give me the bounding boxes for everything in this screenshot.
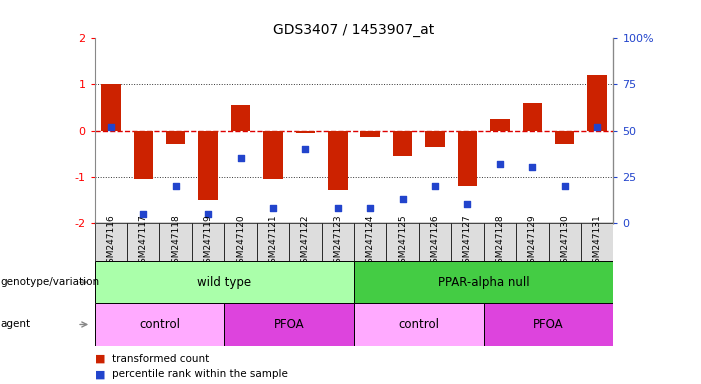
- Bar: [418, 223, 451, 261]
- Bar: [587, 75, 607, 131]
- Bar: [224, 223, 257, 261]
- Text: agent: agent: [1, 319, 31, 329]
- Bar: [322, 223, 354, 261]
- Point: [203, 210, 214, 217]
- Bar: [328, 131, 348, 190]
- Bar: [296, 131, 315, 133]
- Bar: [127, 223, 160, 261]
- Bar: [458, 131, 477, 186]
- Bar: [581, 223, 613, 261]
- Bar: [516, 223, 549, 261]
- Bar: [134, 131, 153, 179]
- Text: genotype/variation: genotype/variation: [1, 277, 100, 287]
- Bar: [386, 223, 418, 261]
- Text: GSM247117: GSM247117: [139, 215, 148, 269]
- Text: wild type: wild type: [197, 276, 252, 289]
- Text: GSM247130: GSM247130: [560, 215, 569, 269]
- Point: [365, 205, 376, 211]
- Text: control: control: [139, 318, 180, 331]
- Bar: [354, 303, 484, 346]
- Point: [526, 164, 538, 170]
- Bar: [264, 131, 283, 179]
- Bar: [257, 223, 290, 261]
- Text: GSM247125: GSM247125: [398, 215, 407, 269]
- Text: PPAR-alpha null: PPAR-alpha null: [438, 276, 529, 289]
- Point: [592, 124, 603, 130]
- Text: GSM247116: GSM247116: [107, 215, 116, 269]
- Text: GSM247128: GSM247128: [496, 215, 505, 269]
- Text: PFOA: PFOA: [533, 318, 564, 331]
- Bar: [354, 261, 613, 303]
- Point: [462, 201, 473, 207]
- Bar: [192, 223, 224, 261]
- Bar: [360, 131, 380, 137]
- Text: GSM247129: GSM247129: [528, 215, 537, 269]
- Text: GSM247118: GSM247118: [171, 215, 180, 269]
- Bar: [224, 303, 354, 346]
- Point: [430, 183, 441, 189]
- Text: PFOA: PFOA: [274, 318, 304, 331]
- Text: percentile rank within the sample: percentile rank within the sample: [112, 369, 288, 379]
- Bar: [555, 131, 575, 144]
- Bar: [426, 131, 444, 147]
- Point: [494, 161, 505, 167]
- Bar: [484, 223, 516, 261]
- Text: GSM247121: GSM247121: [268, 215, 278, 269]
- Text: GSM247122: GSM247122: [301, 215, 310, 269]
- Bar: [354, 223, 386, 261]
- Bar: [231, 105, 250, 131]
- Point: [105, 124, 116, 130]
- Bar: [523, 103, 542, 131]
- Bar: [160, 223, 192, 261]
- Text: GSM247127: GSM247127: [463, 215, 472, 269]
- Bar: [95, 223, 127, 261]
- Bar: [95, 303, 224, 346]
- Point: [332, 205, 343, 211]
- Bar: [166, 131, 185, 144]
- Bar: [101, 84, 121, 131]
- Point: [559, 183, 571, 189]
- Text: GSM247131: GSM247131: [592, 215, 601, 269]
- Bar: [451, 223, 484, 261]
- Text: ■: ■: [95, 369, 105, 379]
- Bar: [393, 131, 412, 156]
- Point: [170, 183, 182, 189]
- Text: GSM247123: GSM247123: [333, 215, 342, 269]
- Point: [267, 205, 278, 211]
- Bar: [95, 261, 354, 303]
- Text: ■: ■: [95, 354, 105, 364]
- Bar: [549, 223, 581, 261]
- Point: [137, 210, 149, 217]
- Text: control: control: [398, 318, 440, 331]
- Bar: [490, 119, 510, 131]
- Point: [300, 146, 311, 152]
- Text: GSM247120: GSM247120: [236, 215, 245, 269]
- Text: GSM247124: GSM247124: [366, 215, 375, 269]
- Bar: [484, 303, 613, 346]
- Text: GSM247126: GSM247126: [430, 215, 440, 269]
- Point: [235, 155, 246, 161]
- Text: transformed count: transformed count: [112, 354, 210, 364]
- Bar: [290, 223, 322, 261]
- Title: GDS3407 / 1453907_at: GDS3407 / 1453907_at: [273, 23, 435, 37]
- Bar: [198, 131, 218, 200]
- Text: GSM247119: GSM247119: [203, 215, 212, 269]
- Point: [397, 196, 408, 202]
